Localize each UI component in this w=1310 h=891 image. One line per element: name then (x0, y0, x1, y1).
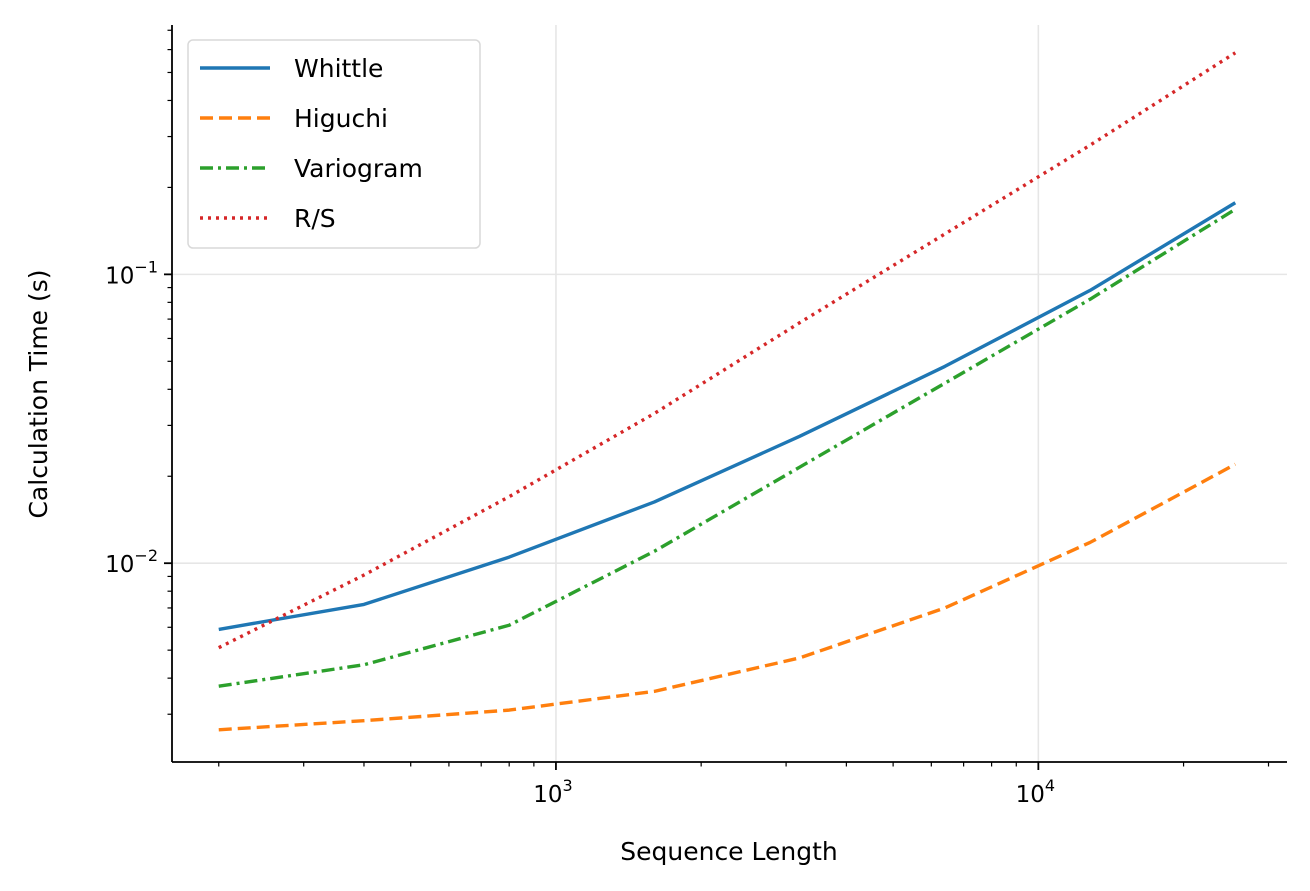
legend-box (187, 39, 481, 249)
series-lines (217, 51, 1237, 732)
legend-label-variogram: Variogram (294, 154, 423, 183)
y-tick-label: 10−2 (105, 546, 158, 578)
x-axis-title: Sequence Length (620, 837, 838, 866)
legend-label-higuchi: Higuchi (294, 104, 388, 133)
y-tick-label: 10−1 (105, 257, 158, 289)
y-axis-title: Calculation Time (s) (24, 269, 53, 518)
ticks: 103 104 10−2 10−1 (105, 29, 1270, 808)
grid (172, 25, 1287, 762)
series-line-r-s (217, 51, 1237, 650)
series-line-higuchi (218, 462, 1237, 732)
series-line-whittle (218, 201, 1237, 632)
legend-label-whittle: Whittle (294, 54, 383, 83)
x-tick-label: 104 (1016, 776, 1055, 808)
series-line-variogram (218, 207, 1237, 688)
axes (171, 25, 1287, 763)
legend: Whittle Higuchi Variogram R/S (187, 39, 481, 249)
legend-label-r-s: R/S (294, 204, 336, 233)
x-tick-label: 103 (533, 776, 572, 808)
